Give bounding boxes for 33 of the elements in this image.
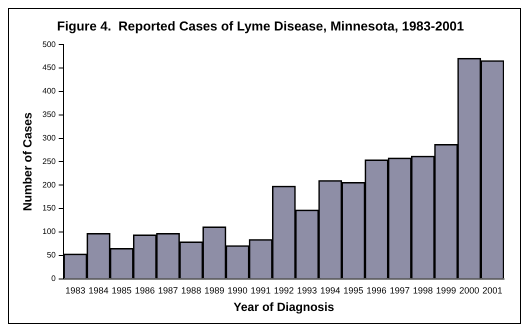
x-tick-label: 1983 — [65, 286, 86, 296]
x-tick-label: 1993 — [297, 286, 318, 296]
x-tick-label: 2001 — [482, 286, 502, 296]
x-axis-title: Year of Diagnosis — [234, 300, 335, 314]
y-tick-label: 350 — [42, 110, 56, 120]
x-tick-label: 1995 — [343, 286, 364, 296]
x-tick-label: 1985 — [112, 286, 132, 296]
y-tick-label: 50 — [46, 250, 56, 260]
y-axis-title: Number of Cases — [20, 112, 35, 212]
y-tick-label: 100 — [42, 227, 56, 236]
y-tick-label: 200 — [42, 180, 56, 190]
x-tick-label: 2000 — [459, 286, 480, 296]
x-tick-label: 1988 — [181, 286, 202, 296]
x-tick-label: 1984 — [88, 286, 109, 296]
x-tick-label: 1991 — [250, 286, 271, 296]
chart-title: Figure 4. Reported Cases of Lyme Disease, Minnesota, 1983-2001 — [56, 18, 464, 34]
y-tick-label: 150 — [42, 204, 56, 213]
x-tick-label: 1989 — [204, 286, 224, 296]
x-tick-label: 1996 — [366, 286, 387, 296]
x-tick-label: 1994 — [320, 286, 340, 296]
x-tick-label: 1990 — [228, 286, 248, 296]
x-tick-label: 1998 — [412, 286, 433, 296]
y-tick-label: 0 — [51, 274, 56, 284]
y-tick-label: 300 — [42, 133, 56, 142]
x-tick-label: 1999 — [436, 286, 456, 296]
x-tick-label: 1987 — [158, 286, 178, 296]
x-tick-label: 1986 — [134, 286, 155, 296]
y-tick-label: 450 — [42, 63, 56, 72]
x-tick-label: 1997 — [390, 286, 410, 296]
y-tick-label: 500 — [42, 40, 56, 49]
y-tick-label: 400 — [42, 86, 56, 96]
y-tick-label: 250 — [42, 156, 56, 166]
x-tick-label: 1992 — [274, 286, 294, 296]
